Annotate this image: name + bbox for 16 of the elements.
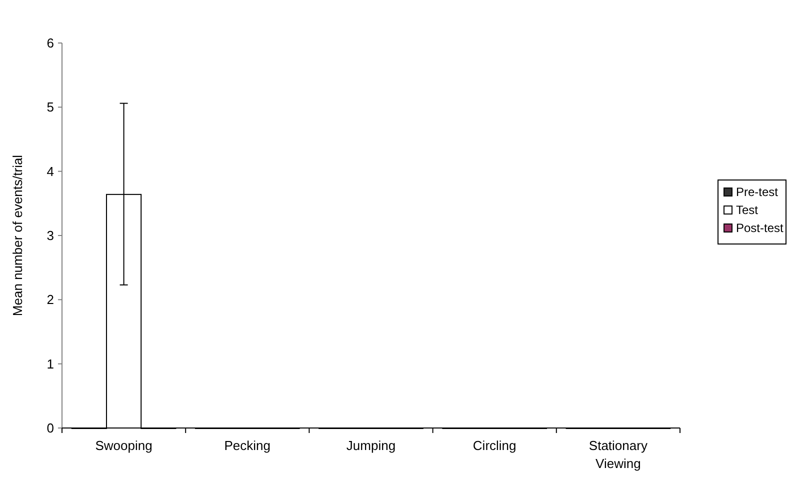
x-tick-label: Jumping bbox=[346, 438, 396, 453]
y-tick-label: 3 bbox=[46, 228, 54, 244]
legend-label: Test bbox=[736, 203, 759, 218]
y-tick-label: 2 bbox=[46, 292, 54, 308]
legend-label: Post-test bbox=[736, 221, 784, 236]
y-tick-label: 1 bbox=[46, 356, 54, 372]
y-tick-label: 6 bbox=[46, 36, 54, 51]
x-tick-label: Circling bbox=[472, 438, 516, 453]
y-tick-label: 0 bbox=[46, 420, 54, 436]
y-tick-label: 5 bbox=[46, 100, 54, 115]
x-tick-label: Stationary Viewing bbox=[588, 438, 648, 471]
legend-label: Pre-test bbox=[736, 185, 779, 200]
x-tick-label: Pecking bbox=[224, 438, 271, 453]
y-tick-label: 4 bbox=[46, 164, 54, 179]
x-tick-label: Swooping bbox=[95, 438, 152, 453]
y-axis-title: Mean number of events/trial bbox=[10, 154, 25, 316]
